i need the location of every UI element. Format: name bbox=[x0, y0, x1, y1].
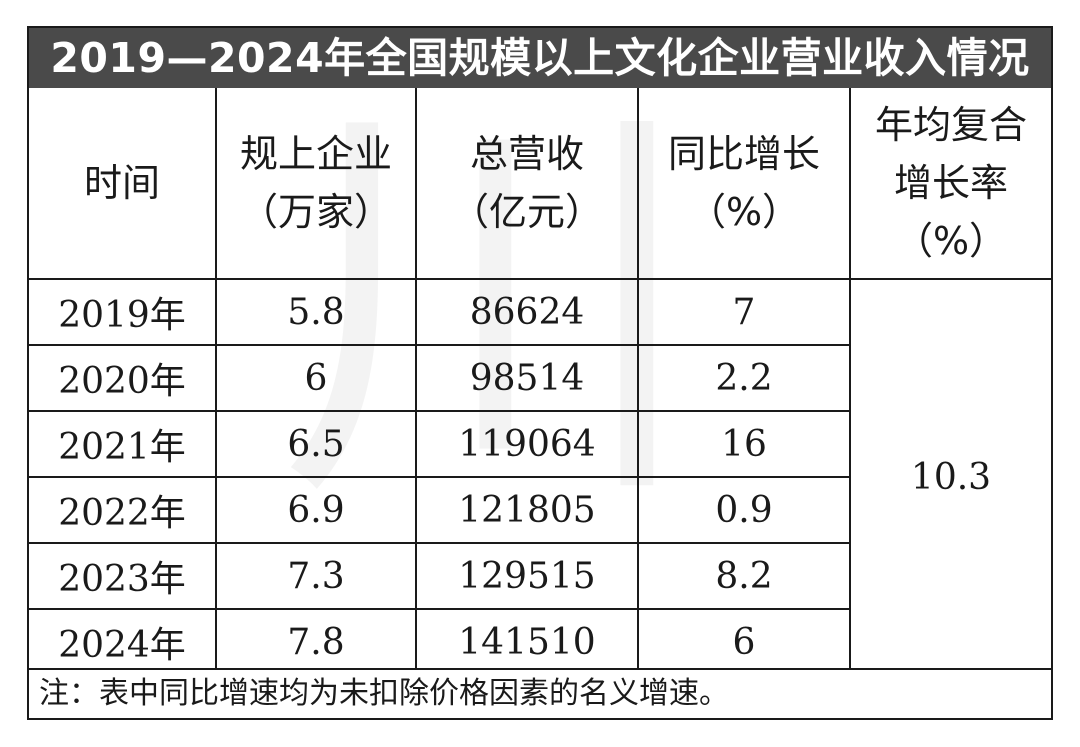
table-row: 2020年 6 98514 2.2 bbox=[29, 344, 1051, 412]
cell-year: 2020年 bbox=[29, 344, 217, 412]
cell-yoy: 7 bbox=[637, 279, 851, 346]
cell-enterprises: 6 bbox=[215, 344, 417, 412]
cell-revenue: 98514 bbox=[415, 344, 639, 412]
revenue-table: 时间 规上企业 （万家） 总营收 （亿元） 同比增长 （%） 年均复合 增长率 bbox=[29, 88, 1051, 676]
cell-revenue: 119064 bbox=[415, 410, 639, 478]
table-title: 2019—2024年全国规模以上文化企业营业收入情况 bbox=[29, 28, 1051, 88]
cell-year: 2022年 bbox=[29, 476, 217, 544]
table-row: 2022年 6.9 121805 0.9 bbox=[29, 476, 1051, 544]
table-row: 2023年 7.3 129515 8.2 bbox=[29, 542, 1051, 610]
table-row: 2019年 5.8 86624 7 10.3 bbox=[29, 279, 1051, 676]
table-row: 2021年 6.5 119064 16 bbox=[29, 410, 1051, 478]
cell-enterprises: 5.8 bbox=[215, 279, 417, 346]
cell-revenue: 86624 bbox=[415, 279, 639, 346]
header-enterprises: 规上企业 （万家） bbox=[215, 88, 417, 280]
cell-enterprises: 6.5 bbox=[215, 410, 417, 478]
data-table-figure: 川 2019—2024年全国规模以上文化企业营业收入情况 时间 规上企业 （万家… bbox=[27, 26, 1053, 720]
cell-enterprises: 7.3 bbox=[215, 542, 417, 610]
cell-yoy: 0.9 bbox=[637, 476, 850, 544]
cell-enterprises: 6.9 bbox=[215, 476, 417, 544]
cell-revenue: 129515 bbox=[415, 542, 639, 610]
cell-yoy: 8.2 bbox=[637, 542, 850, 610]
header-revenue: 总营收 （亿元） bbox=[415, 88, 639, 280]
cell-year: 2021年 bbox=[29, 410, 217, 478]
cell-revenue: 141510 bbox=[415, 608, 639, 676]
cell-year: 2024年 bbox=[29, 608, 217, 676]
cell-year: 2019年 bbox=[29, 279, 217, 346]
cell-revenue: 121805 bbox=[415, 476, 639, 544]
cell-cagr: 10.3 bbox=[849, 279, 1051, 676]
cell-yoy: 16 bbox=[637, 410, 850, 478]
header-yoy-growth: 同比增长 （%） bbox=[637, 88, 851, 280]
cell-yoy: 2.2 bbox=[637, 344, 850, 412]
cell-yoy: 6 bbox=[637, 608, 850, 676]
table-footnote: 注：表中同比增速均为未扣除价格因素的名义增速。 bbox=[29, 668, 1051, 718]
cell-year: 2023年 bbox=[29, 542, 217, 610]
header-time: 时间 bbox=[29, 88, 217, 280]
header-row: 时间 规上企业 （万家） 总营收 （亿元） 同比增长 （%） 年均复合 增长率 bbox=[29, 88, 1051, 280]
cell-enterprises: 7.8 bbox=[215, 608, 417, 676]
header-cagr: 年均复合 增长率 （%） bbox=[849, 88, 1051, 280]
